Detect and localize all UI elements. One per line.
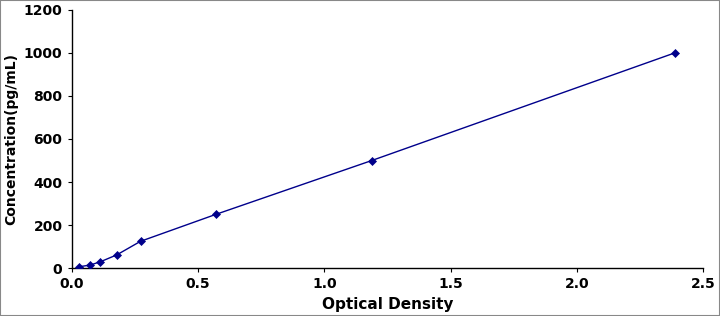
Y-axis label: Concentration(pg/mL): Concentration(pg/mL): [4, 53, 18, 225]
X-axis label: Optical Density: Optical Density: [322, 297, 453, 312]
